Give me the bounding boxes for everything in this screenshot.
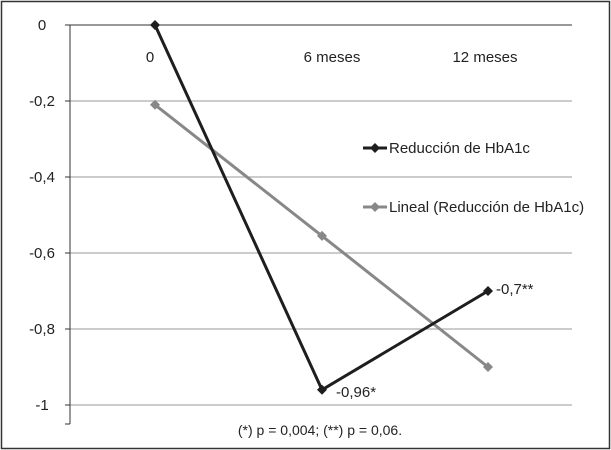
data-point-marker [317,384,327,395]
data-point-marker [483,362,493,372]
y-tick-label: -0,2 [29,93,55,110]
footnote: (*) p = 0,004; (**) p = 0,06. [238,422,402,438]
x-category-label: 6 meses [304,49,361,66]
legend-swatch-marker [370,202,380,212]
data-point-marker [317,230,327,241]
y-tick-label: -0,4 [29,169,55,186]
legend-entry-label: Reducción de HbA1c [389,140,530,157]
legend-entry-label: Lineal (Reducción de HbA1c) [389,199,584,216]
data-point-marker [150,99,160,110]
data-point-marker [150,20,160,30]
y-tick-label: -1 [35,397,48,414]
legend: Reducción de HbA1c Lineal (Reducción de H… [363,140,584,216]
data-label: -0,7** [496,281,534,298]
labels: 0 -0,2 -0,4 -0,6 -0,8 -1 0 6 meses 12 meses -0,96… [29,17,534,414]
data-label: -0,96* [336,384,376,401]
series-lines [150,20,493,395]
x-category-label: 0 [146,49,154,66]
legend-swatch-marker [370,143,380,153]
data-point-marker [483,286,493,296]
y-tick-label: 0 [38,17,46,34]
y-tick-label: -0,8 [29,321,55,338]
y-tick-label: -0,6 [29,245,55,262]
gridlines [70,100,572,406]
x-category-label: 12 meses [452,49,517,66]
